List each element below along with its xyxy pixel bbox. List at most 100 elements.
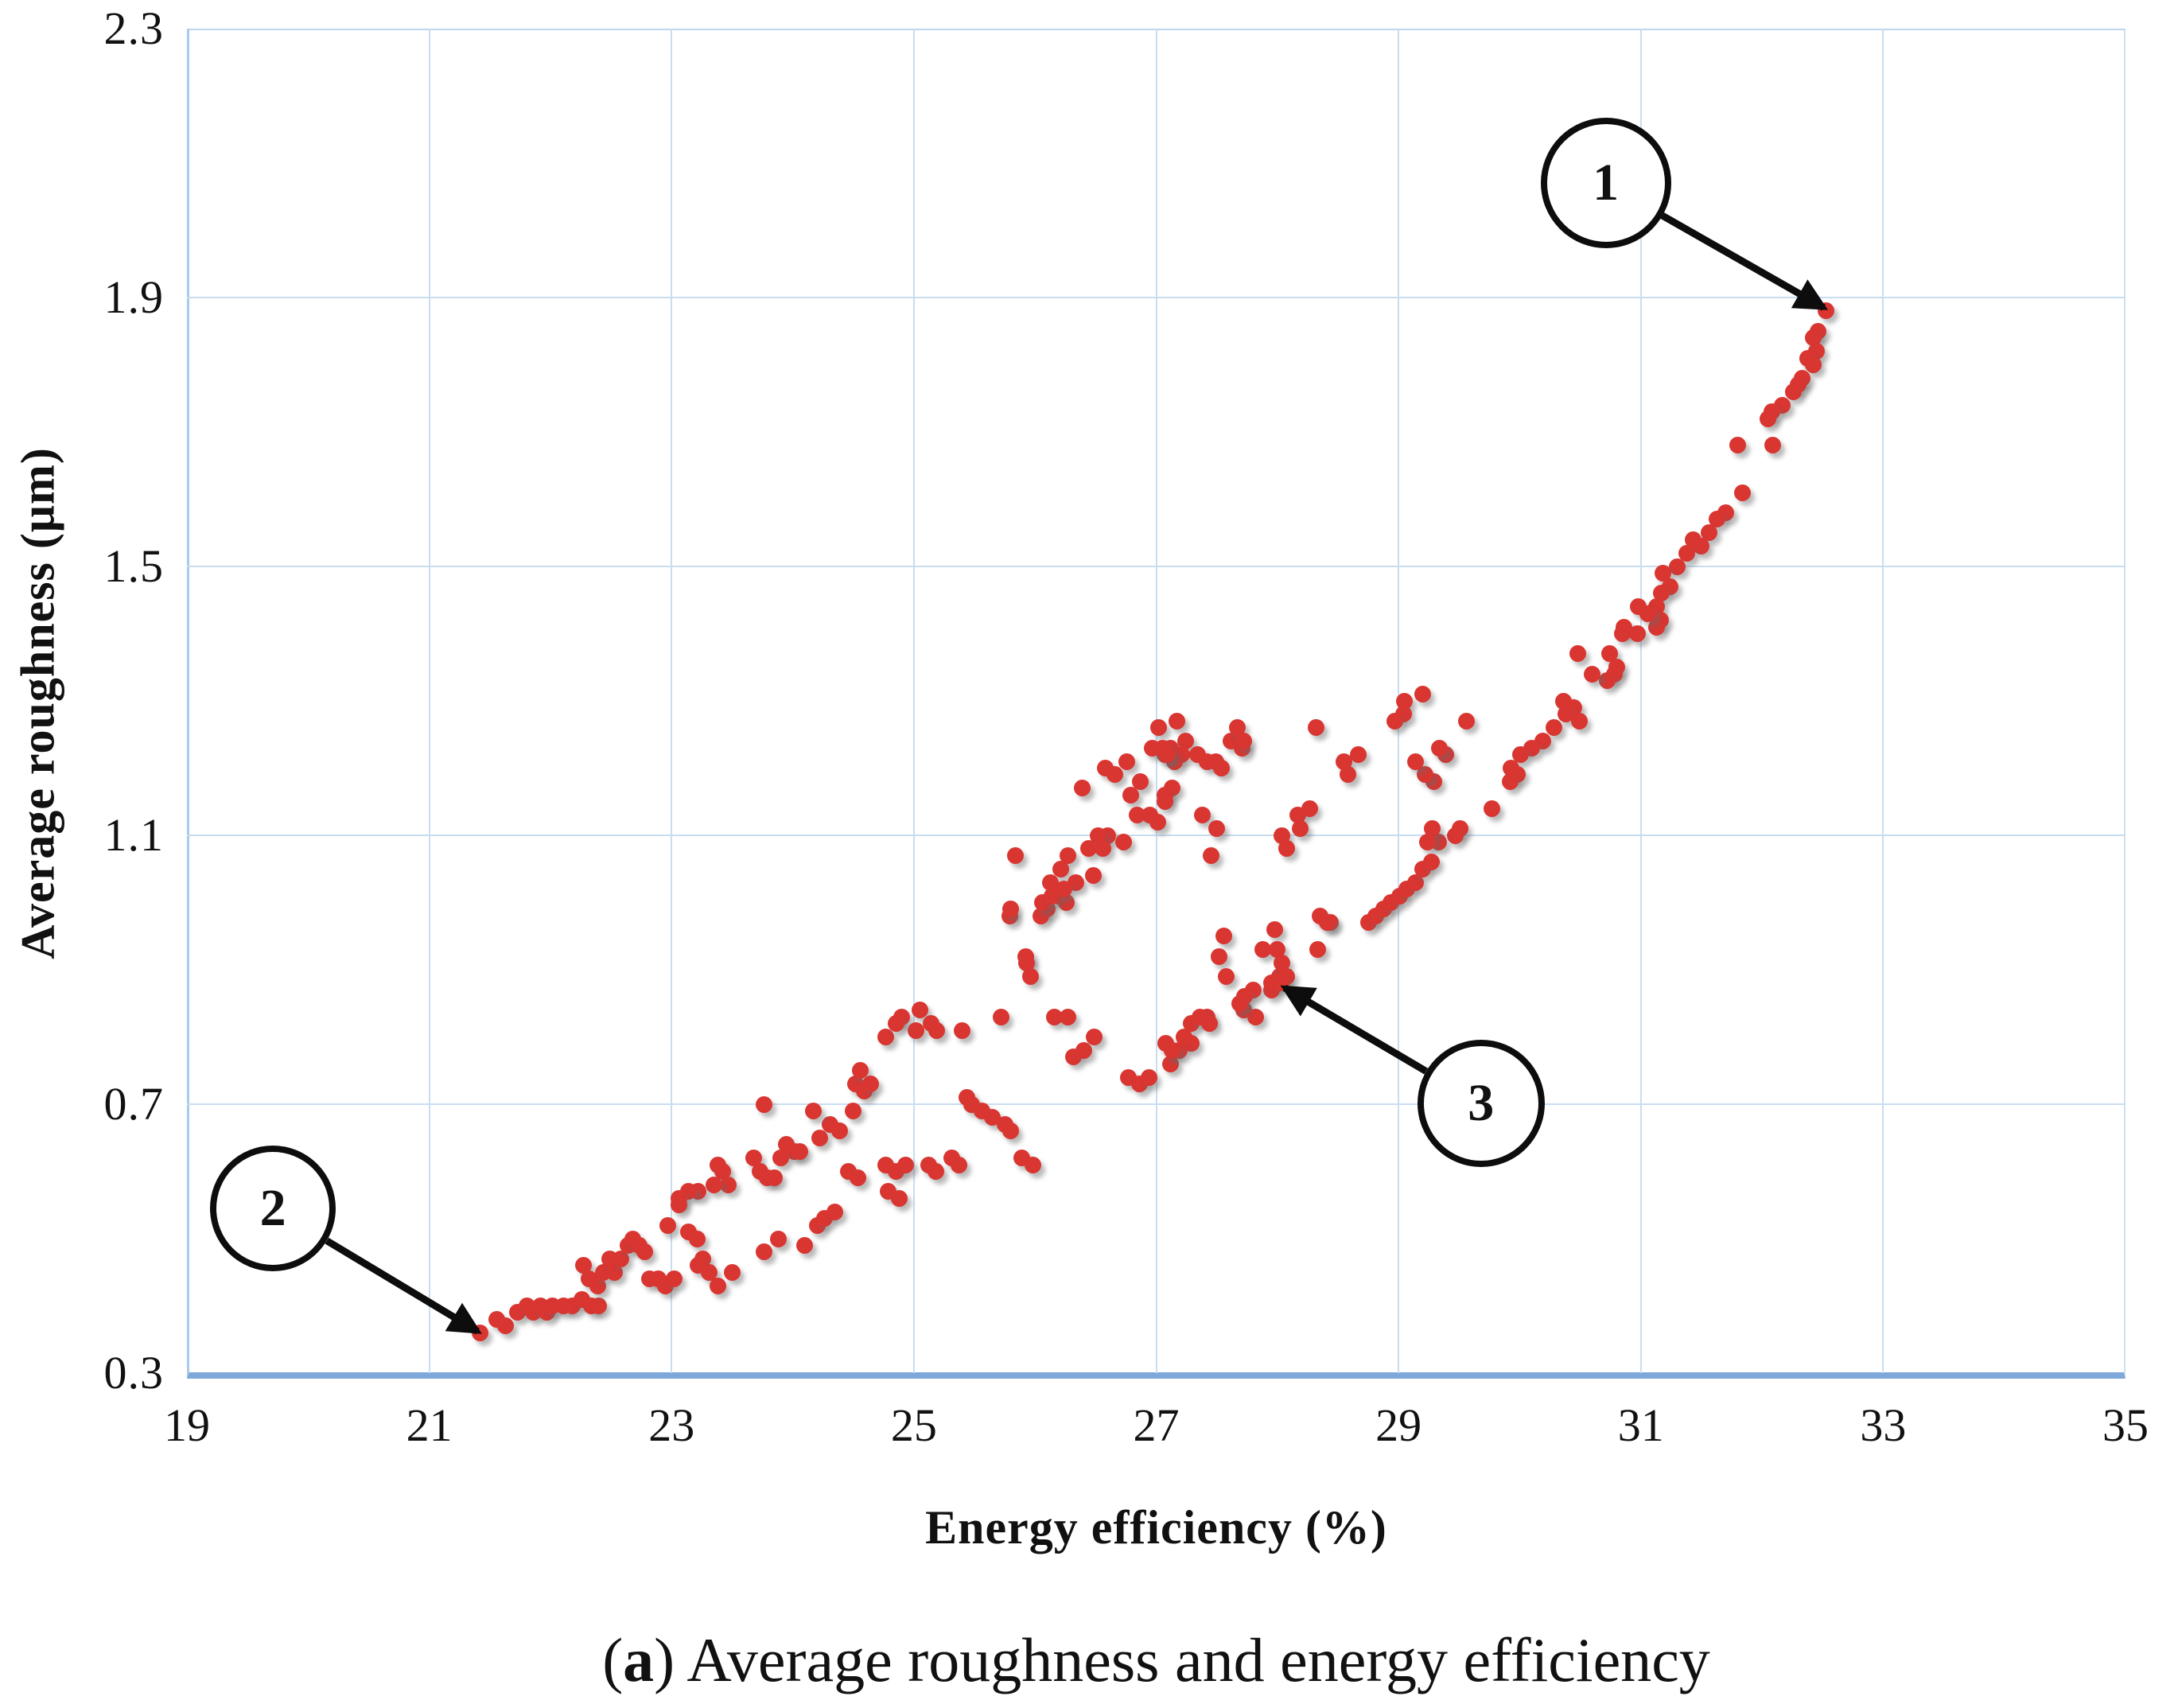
x-tick-label: 29 [1375, 1399, 1422, 1451]
data-point [1002, 901, 1020, 918]
annotation-circle-1: 1 [1540, 118, 1671, 249]
data-point [745, 1150, 763, 1167]
data-point [1545, 719, 1562, 737]
data-point [723, 1263, 741, 1281]
data-point [1150, 719, 1168, 737]
data-point [1033, 907, 1050, 924]
data-point [472, 1324, 489, 1341]
data-point [891, 1189, 908, 1207]
data-point [908, 1021, 925, 1039]
data-point [755, 1095, 772, 1113]
data-point [1211, 947, 1228, 965]
data-point [1308, 719, 1325, 737]
data-point [1193, 807, 1211, 824]
data-point [1114, 833, 1132, 850]
data-point [1406, 873, 1424, 891]
y-tick-label: 0.7 [103, 1078, 164, 1130]
data-point [1292, 820, 1309, 838]
data-point [659, 1216, 677, 1234]
data-point [688, 1230, 706, 1247]
data-point [804, 1102, 822, 1119]
x-tick-label: 23 [648, 1399, 695, 1451]
data-point [1483, 800, 1500, 817]
data-point [1764, 437, 1782, 454]
caption-panel-letter: a [623, 1625, 655, 1694]
data-point [1639, 605, 1657, 622]
data-point [574, 1257, 592, 1274]
data-point [1274, 827, 1291, 844]
x-tick-label: 33 [1860, 1399, 1907, 1451]
data-point [1336, 753, 1353, 770]
data-point [1734, 484, 1752, 501]
data-point [1158, 746, 1176, 764]
data-point [1457, 712, 1475, 729]
data-point [1046, 1008, 1064, 1025]
horizontal-gridline [187, 566, 2125, 567]
data-point [1600, 645, 1618, 663]
y-tick-label: 2.3 [103, 2, 164, 54]
data-point [861, 1076, 879, 1093]
data-point [1598, 672, 1616, 690]
data-point [1156, 793, 1173, 811]
vertical-gridline [1155, 29, 1157, 1373]
data-point [1804, 329, 1822, 347]
data-point [665, 1270, 683, 1288]
annotation-circle-2: 2 [210, 1145, 336, 1271]
caption-open-paren: ( [602, 1625, 624, 1694]
data-point [755, 1243, 772, 1261]
data-point [1570, 712, 1588, 729]
data-point [590, 1298, 608, 1314]
data-point [1059, 846, 1076, 864]
data-point [831, 1122, 849, 1140]
y-tick-label: 1.1 [103, 809, 164, 861]
data-point [1218, 967, 1235, 985]
data-point [1052, 860, 1069, 877]
data-point [928, 1021, 946, 1039]
data-point [1804, 356, 1822, 373]
data-point [1132, 772, 1149, 790]
data-point [589, 1277, 606, 1294]
x-tick-label: 35 [2102, 1399, 2149, 1451]
data-point [1318, 914, 1336, 932]
data-point [709, 1277, 726, 1294]
data-point [1654, 564, 1671, 582]
data-point [1419, 833, 1437, 850]
data-point [1007, 846, 1025, 864]
data-point [1074, 780, 1091, 797]
x-tick-label: 27 [1133, 1399, 1180, 1451]
data-point [1086, 1029, 1103, 1045]
data-point [636, 1243, 654, 1261]
data-point [1118, 753, 1136, 770]
data-point [714, 1163, 731, 1180]
data-point [766, 1169, 784, 1187]
data-point [791, 1142, 809, 1160]
vertical-gridline [428, 29, 430, 1373]
figure-caption: (a) Average roughness and energy efficie… [187, 1624, 2125, 1696]
data-point [1628, 625, 1646, 642]
data-point [1693, 538, 1710, 555]
data-point [706, 1176, 723, 1193]
vertical-gridline [912, 29, 915, 1373]
data-point [877, 1029, 895, 1045]
data-point [1235, 733, 1252, 750]
data-point [1350, 746, 1367, 764]
data-point [896, 1156, 914, 1173]
data-point [1149, 813, 1166, 831]
data-point [1584, 665, 1601, 683]
x-tick-label: 21 [406, 1399, 453, 1451]
vertical-gridline [1882, 29, 1884, 1373]
caption-text: ) Average roughness and energy efficienc… [654, 1625, 1710, 1694]
data-point [1785, 383, 1803, 400]
data-point [1084, 867, 1102, 885]
x-tick-label: 31 [1617, 1399, 1664, 1451]
data-point [1729, 437, 1747, 454]
data-point [1079, 840, 1097, 858]
data-point [1021, 967, 1039, 985]
data-point [1301, 800, 1319, 817]
annotation-circle-3: 3 [1417, 1040, 1545, 1168]
horizontal-gridline [187, 297, 2125, 298]
x-tick-label: 25 [890, 1399, 937, 1451]
data-point [1002, 1122, 1020, 1140]
data-point [1162, 1055, 1180, 1072]
data-point [700, 1263, 718, 1281]
